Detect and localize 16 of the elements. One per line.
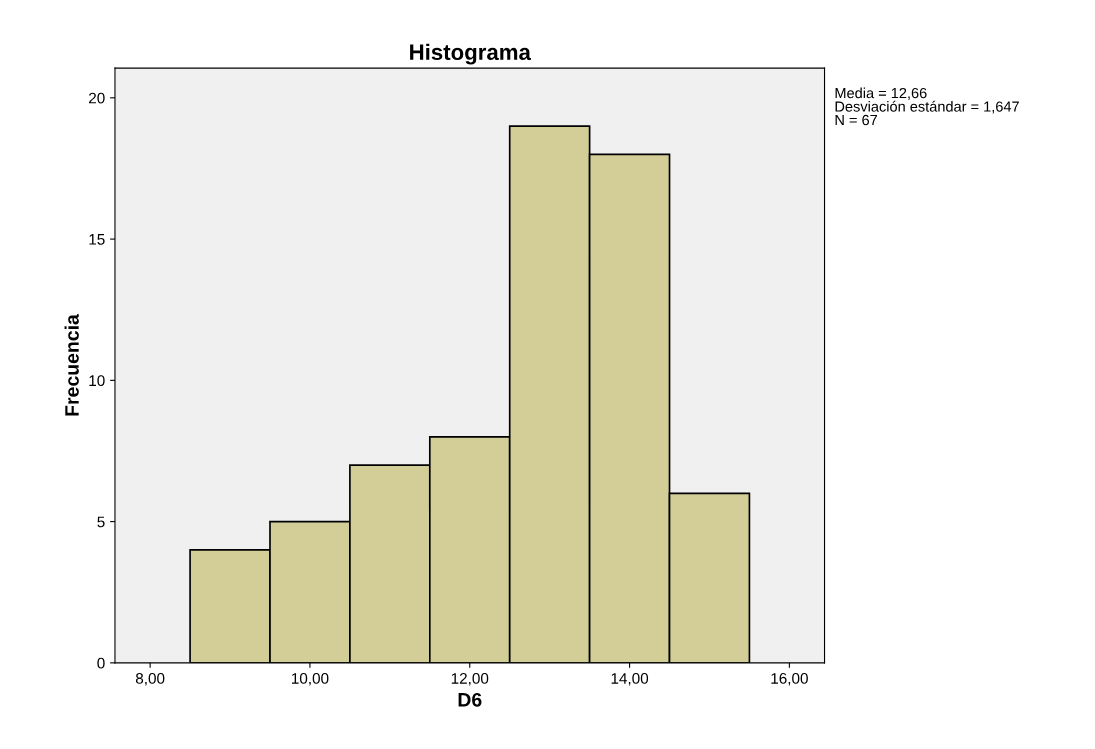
y-axis-title: Frecuencia xyxy=(64,314,79,416)
text: N = 67 xyxy=(835,114,878,126)
x-tick-label: 10,00 xyxy=(292,672,329,686)
y-tick-label: 15 xyxy=(89,234,105,245)
y-tick-label: 0 xyxy=(97,657,105,669)
text: Desviación estándar = 1,647 xyxy=(835,100,1019,114)
x-axis-title: D6 xyxy=(458,692,482,707)
y-tick-label: 20 xyxy=(89,92,105,104)
x-tick-label: 16,00 xyxy=(771,672,808,686)
y-tick-label: 10 xyxy=(89,375,105,387)
text: Media = 12,66 xyxy=(835,87,927,100)
x-tick-label: 8,00 xyxy=(135,672,165,686)
x-tick-label: 14,00 xyxy=(611,672,649,686)
x-tick-label: 12,00 xyxy=(451,672,489,686)
chart-title: Histograma xyxy=(410,43,532,65)
y-tick-label: 5 xyxy=(97,516,105,528)
